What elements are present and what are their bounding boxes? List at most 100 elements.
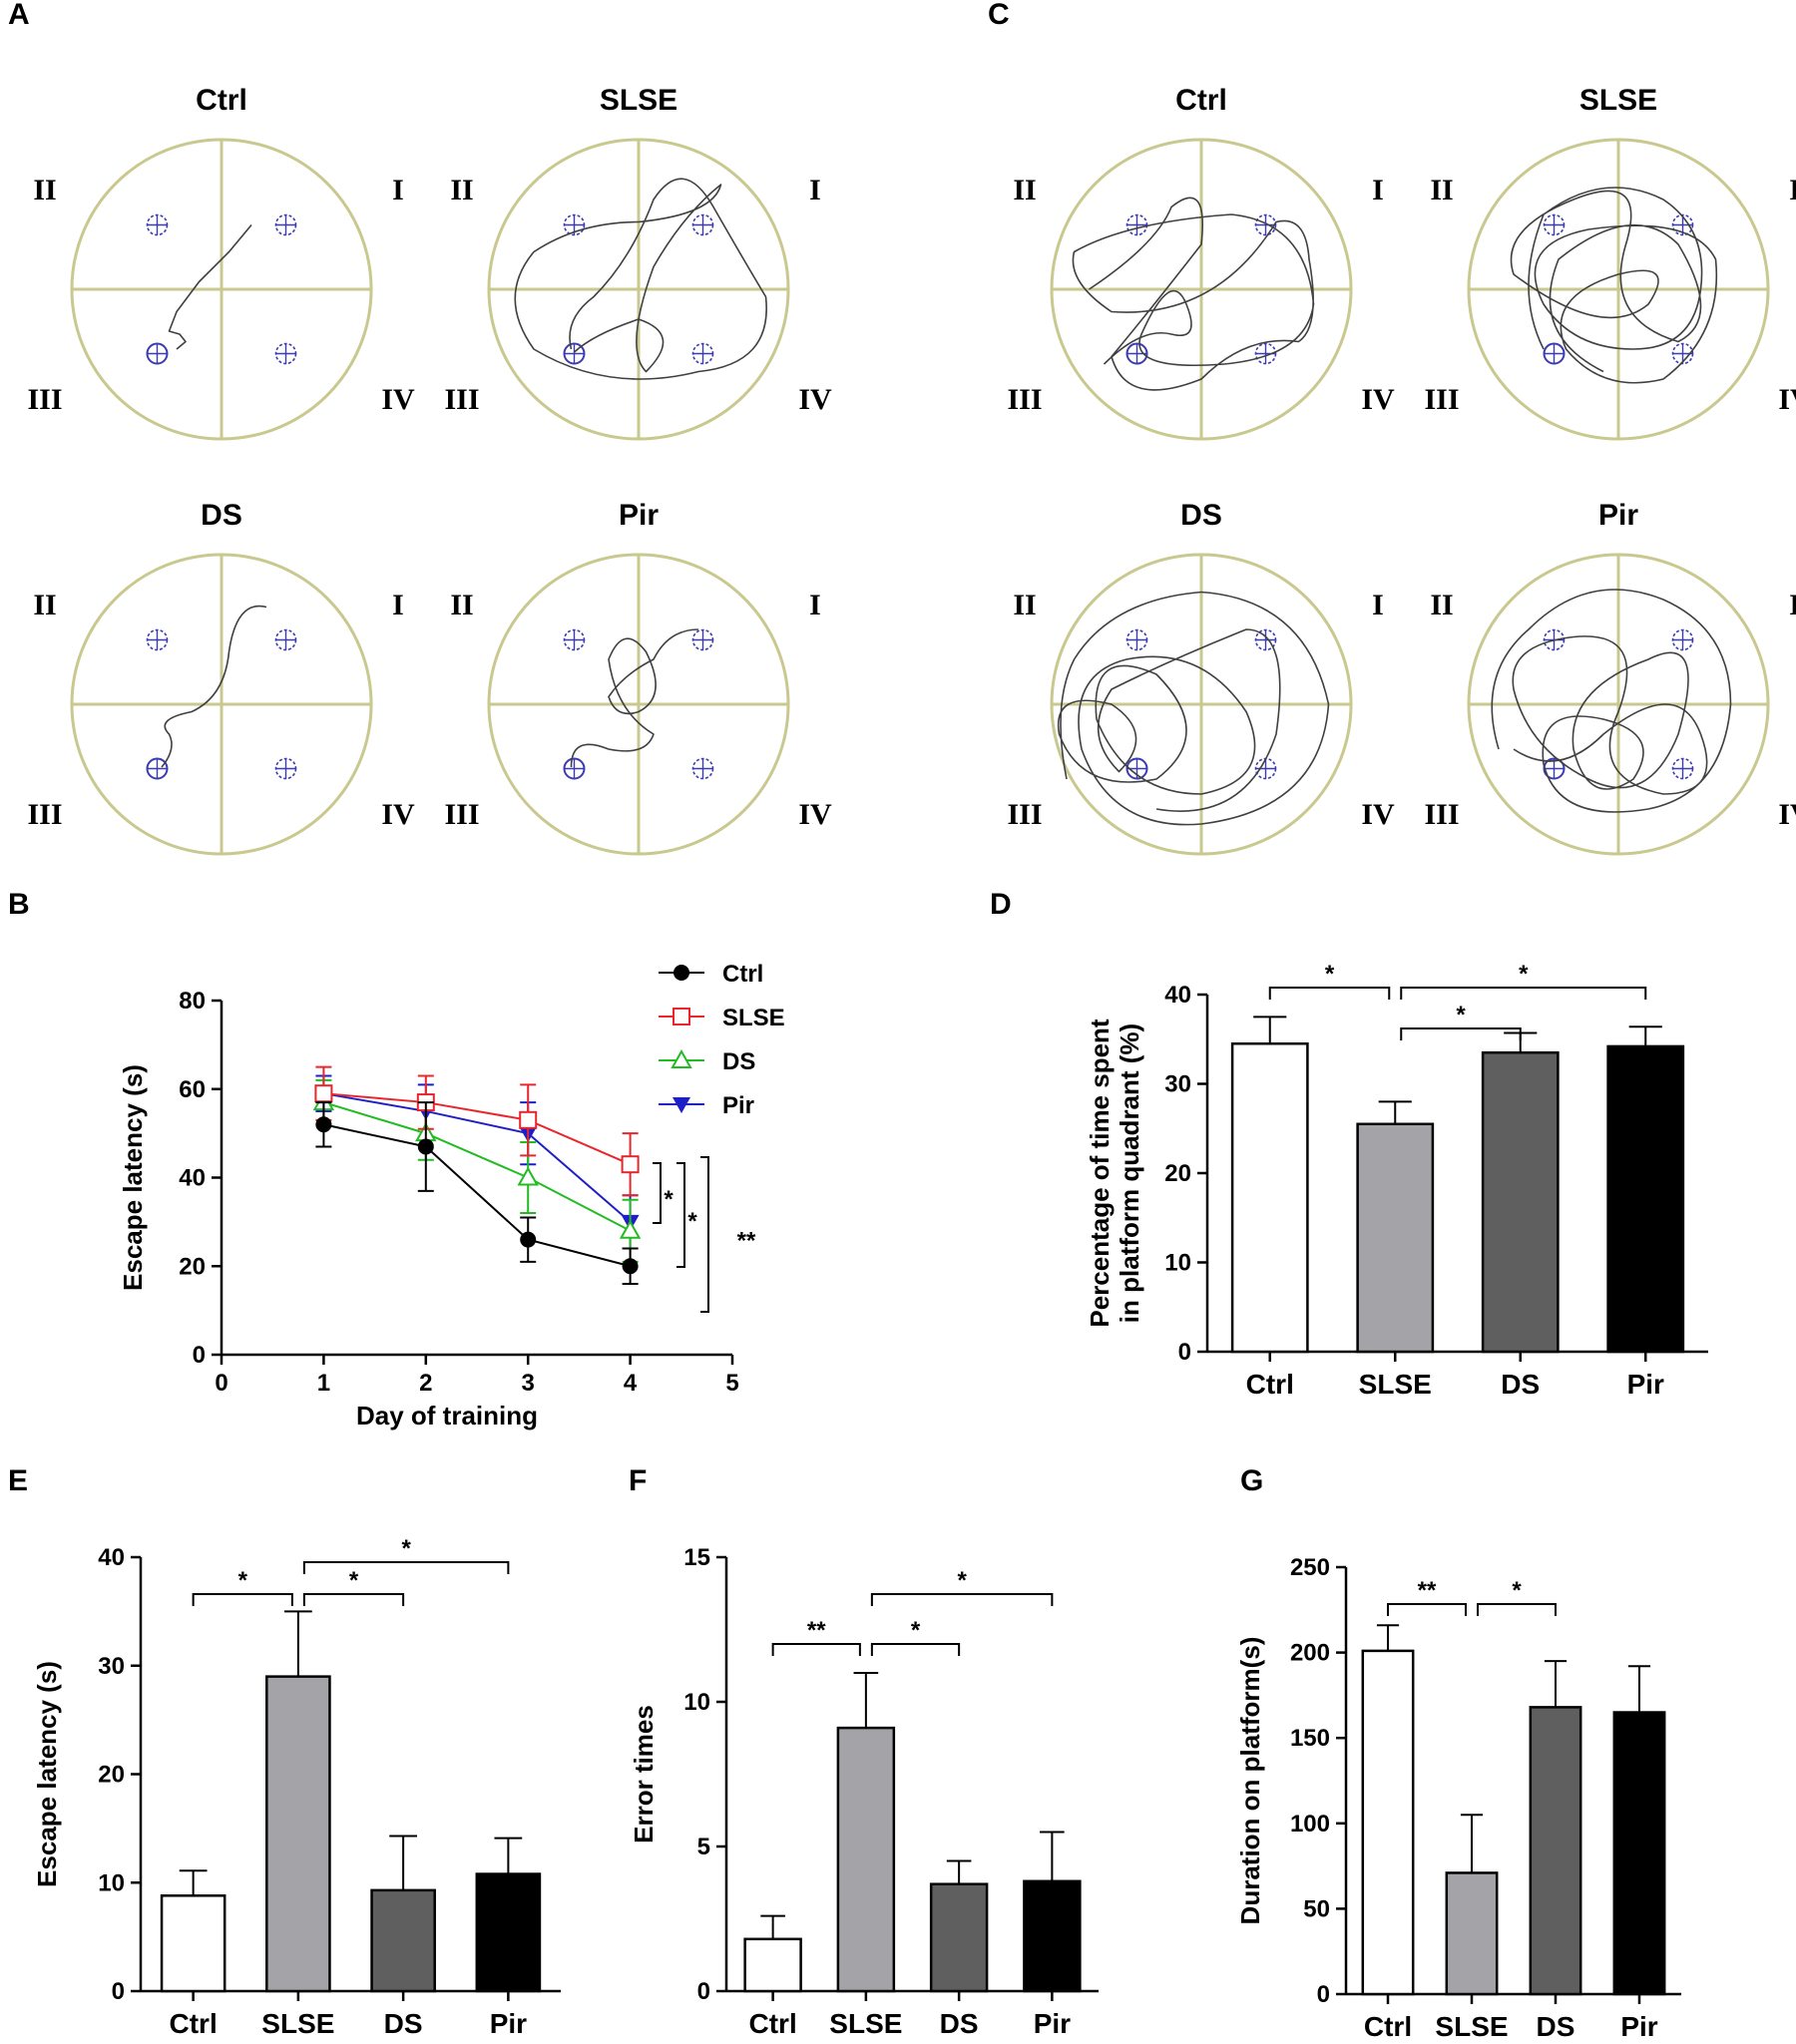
significance-label: * (911, 1617, 921, 1644)
platform-location-icon (146, 628, 169, 651)
platform-location-icon (1671, 757, 1694, 780)
y-tick-label: 15 (683, 1544, 710, 1571)
y-axis-label: Escape latency (s) (32, 1661, 62, 1887)
x-tick-label: SLSE (261, 2008, 334, 2039)
x-tick-label: SLSE (1359, 1369, 1432, 1400)
series-line (323, 1092, 631, 1166)
marker-square (673, 1008, 690, 1025)
quadrant-label-I: I (809, 589, 821, 621)
series-slse (314, 1065, 640, 1197)
y-tick-label: 50 (1303, 1895, 1330, 1922)
significance-bracket (302, 1561, 510, 1574)
quadrant-label-III: III (1007, 383, 1042, 416)
quadrant-label-IV: IV (1361, 798, 1395, 831)
significance-bracket (1268, 987, 1391, 1000)
quadrant-label-III: III (1007, 798, 1042, 831)
significance-label: * (957, 1567, 967, 1594)
maze-title: SLSE (1579, 84, 1657, 117)
x-tick-label: 2 (419, 1370, 432, 1397)
significance-label: * (1456, 1002, 1466, 1028)
y-tick-label: 60 (179, 1076, 206, 1103)
swim-path (168, 223, 252, 350)
platform-location-icon (274, 628, 297, 651)
panel-letter-E: E (8, 1464, 28, 1497)
y-axis-label-line: Escape latency (s) (118, 1064, 148, 1291)
maze-title: DS (201, 499, 242, 532)
y-tick-label: 100 (1290, 1811, 1330, 1838)
x-tick-label: Ctrl (1246, 1369, 1294, 1400)
y-tick-label: 40 (98, 1544, 125, 1571)
panel-letter-G: G (1240, 1464, 1263, 1497)
x-tick-label: Pir (1627, 1369, 1664, 1400)
platform-location-icon (563, 628, 586, 651)
marker-circle (622, 1258, 639, 1275)
y-tick-label: 10 (1164, 1250, 1191, 1277)
significance-bracket (676, 1162, 685, 1268)
series-ds (312, 1078, 642, 1263)
y-axis-label-line: in platform quadrant (%) (1115, 1023, 1144, 1323)
significance: **** (653, 1156, 756, 1313)
marker-circle (520, 1231, 537, 1248)
significance-bracket (700, 1156, 709, 1313)
platform-location-icon (1125, 213, 1148, 236)
quadrant-label-I: I (809, 174, 821, 206)
significance-bracket (1400, 987, 1647, 1000)
quadrant-label-I: I (1789, 589, 1796, 621)
bar-pir (1612, 1711, 1666, 1996)
quadrant-label-II: II (450, 174, 473, 206)
significance: * * * (192, 1535, 510, 1606)
swim-path (1491, 589, 1732, 813)
y-axis-label-line: Duration on platform(s) (1235, 1637, 1265, 1925)
swim-path (514, 178, 767, 380)
bar-slse (836, 1726, 896, 1993)
y-axis-label: Percentage of time spentin platform quad… (1085, 1019, 1144, 1328)
panel-letter-C: C (988, 0, 1010, 31)
y-axis-label: Escape latency (s) (118, 1064, 148, 1291)
maze-title: SLSE (600, 84, 677, 117)
significance: * * * (1268, 961, 1647, 1040)
y-tick-label: 10 (98, 1869, 125, 1896)
quadrant-label-II: II (33, 589, 56, 621)
significance-label: * (687, 1208, 697, 1235)
significance-bracket (771, 1643, 861, 1656)
marker-triangle (671, 1048, 692, 1068)
quadrant-label-I: I (1372, 589, 1384, 621)
quadrant-label-II: II (450, 589, 473, 621)
maze-title: Pir (1598, 499, 1638, 532)
x-tick-label: Ctrl (749, 2008, 797, 2039)
marker-square (314, 1084, 333, 1103)
platform-location-icon (691, 628, 714, 651)
quadrant-label-II: II (1430, 174, 1453, 206)
y-tick-label: 40 (179, 1165, 206, 1192)
platform-icon (563, 342, 586, 365)
platform-location-icon (1254, 213, 1277, 236)
y-tick-label: 20 (98, 1762, 125, 1789)
significance-label: * (664, 1186, 674, 1213)
x-tick-label: Ctrl (1364, 2011, 1412, 2042)
maze-title: Pir (619, 499, 659, 532)
chart-G: G 0 50 100 150 200 250 Duration on platform(s) C… (1235, 1464, 1681, 2042)
bar-pir (1023, 1879, 1082, 1993)
maze-title: Ctrl (1175, 84, 1227, 117)
bar-slse (1445, 1871, 1499, 1996)
platform-location-icon (274, 213, 297, 236)
bar-ctrl (160, 1894, 226, 1993)
platform-icon (563, 757, 586, 780)
y-tick-label: 30 (1164, 1071, 1191, 1098)
y-tick-label: 150 (1290, 1725, 1330, 1752)
platform-location-icon (274, 757, 297, 780)
significance: **** (771, 1567, 1054, 1656)
x-tick-label: 1 (317, 1370, 330, 1397)
quadrant-label-I: I (1789, 174, 1796, 206)
marker-circle (315, 1116, 332, 1133)
significance-label: * (1325, 961, 1335, 988)
swim-path (1510, 187, 1718, 384)
quadrant-label-IV: IV (381, 798, 415, 831)
